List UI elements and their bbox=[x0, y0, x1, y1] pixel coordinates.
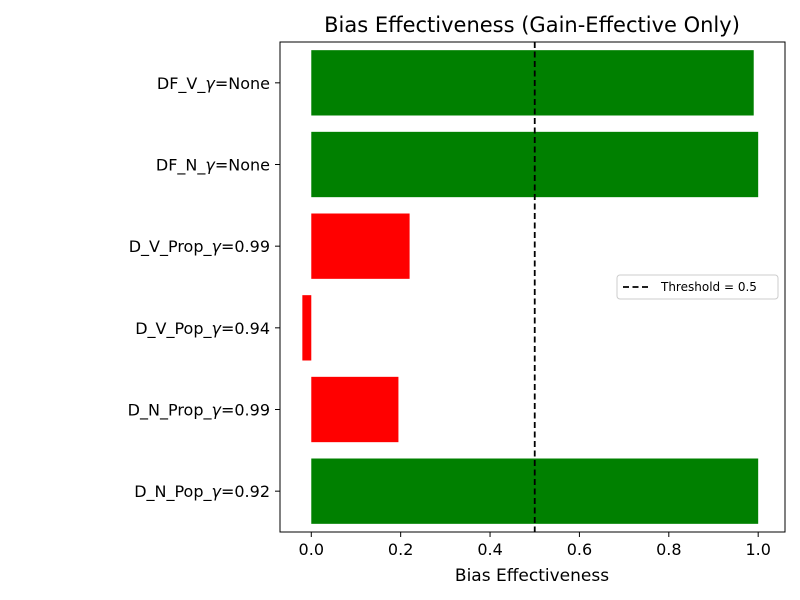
y-tick-label: DF_N_γ=None bbox=[156, 156, 270, 176]
x-axis: 0.0 0.2 0.4 0.6 0.8 1.0 bbox=[299, 532, 771, 559]
y-tick-label: D_N_Prop_γ=0.99 bbox=[128, 401, 270, 421]
x-tick-label: 0.0 bbox=[299, 540, 324, 559]
bar bbox=[311, 213, 410, 279]
x-axis-label: Bias Effectiveness bbox=[455, 566, 609, 586]
x-tick-label: 0.2 bbox=[388, 540, 413, 559]
y-axis: DF_V_γ=None DF_N_γ=None D_V_Prop_γ=0.99 D_V… bbox=[128, 74, 280, 502]
bar bbox=[311, 376, 399, 443]
x-tick-label: 0.4 bbox=[477, 540, 502, 559]
x-tick-label: 0.8 bbox=[656, 540, 681, 559]
y-tick-label: D_V_Pop_γ=0.94 bbox=[135, 319, 270, 339]
y-tick-label: D_N_Pop_γ=0.92 bbox=[134, 482, 270, 502]
y-tick-label: DF_V_γ=None bbox=[157, 74, 270, 94]
plot-frame bbox=[279, 41, 786, 533]
x-tick-label: 0.6 bbox=[567, 540, 592, 559]
legend-box bbox=[616, 274, 779, 300]
bar bbox=[311, 50, 754, 116]
chart-title: Bias Effectiveness (Gain-Effective Only) bbox=[324, 13, 740, 37]
bar bbox=[302, 295, 312, 361]
x-tick-label: 1.0 bbox=[745, 540, 770, 559]
legend-threshold-label: Threshold = 0.5 bbox=[660, 280, 757, 294]
legend: Threshold = 0.5 bbox=[616, 274, 779, 300]
y-tick-label: D_V_Prop_γ=0.99 bbox=[129, 237, 270, 257]
